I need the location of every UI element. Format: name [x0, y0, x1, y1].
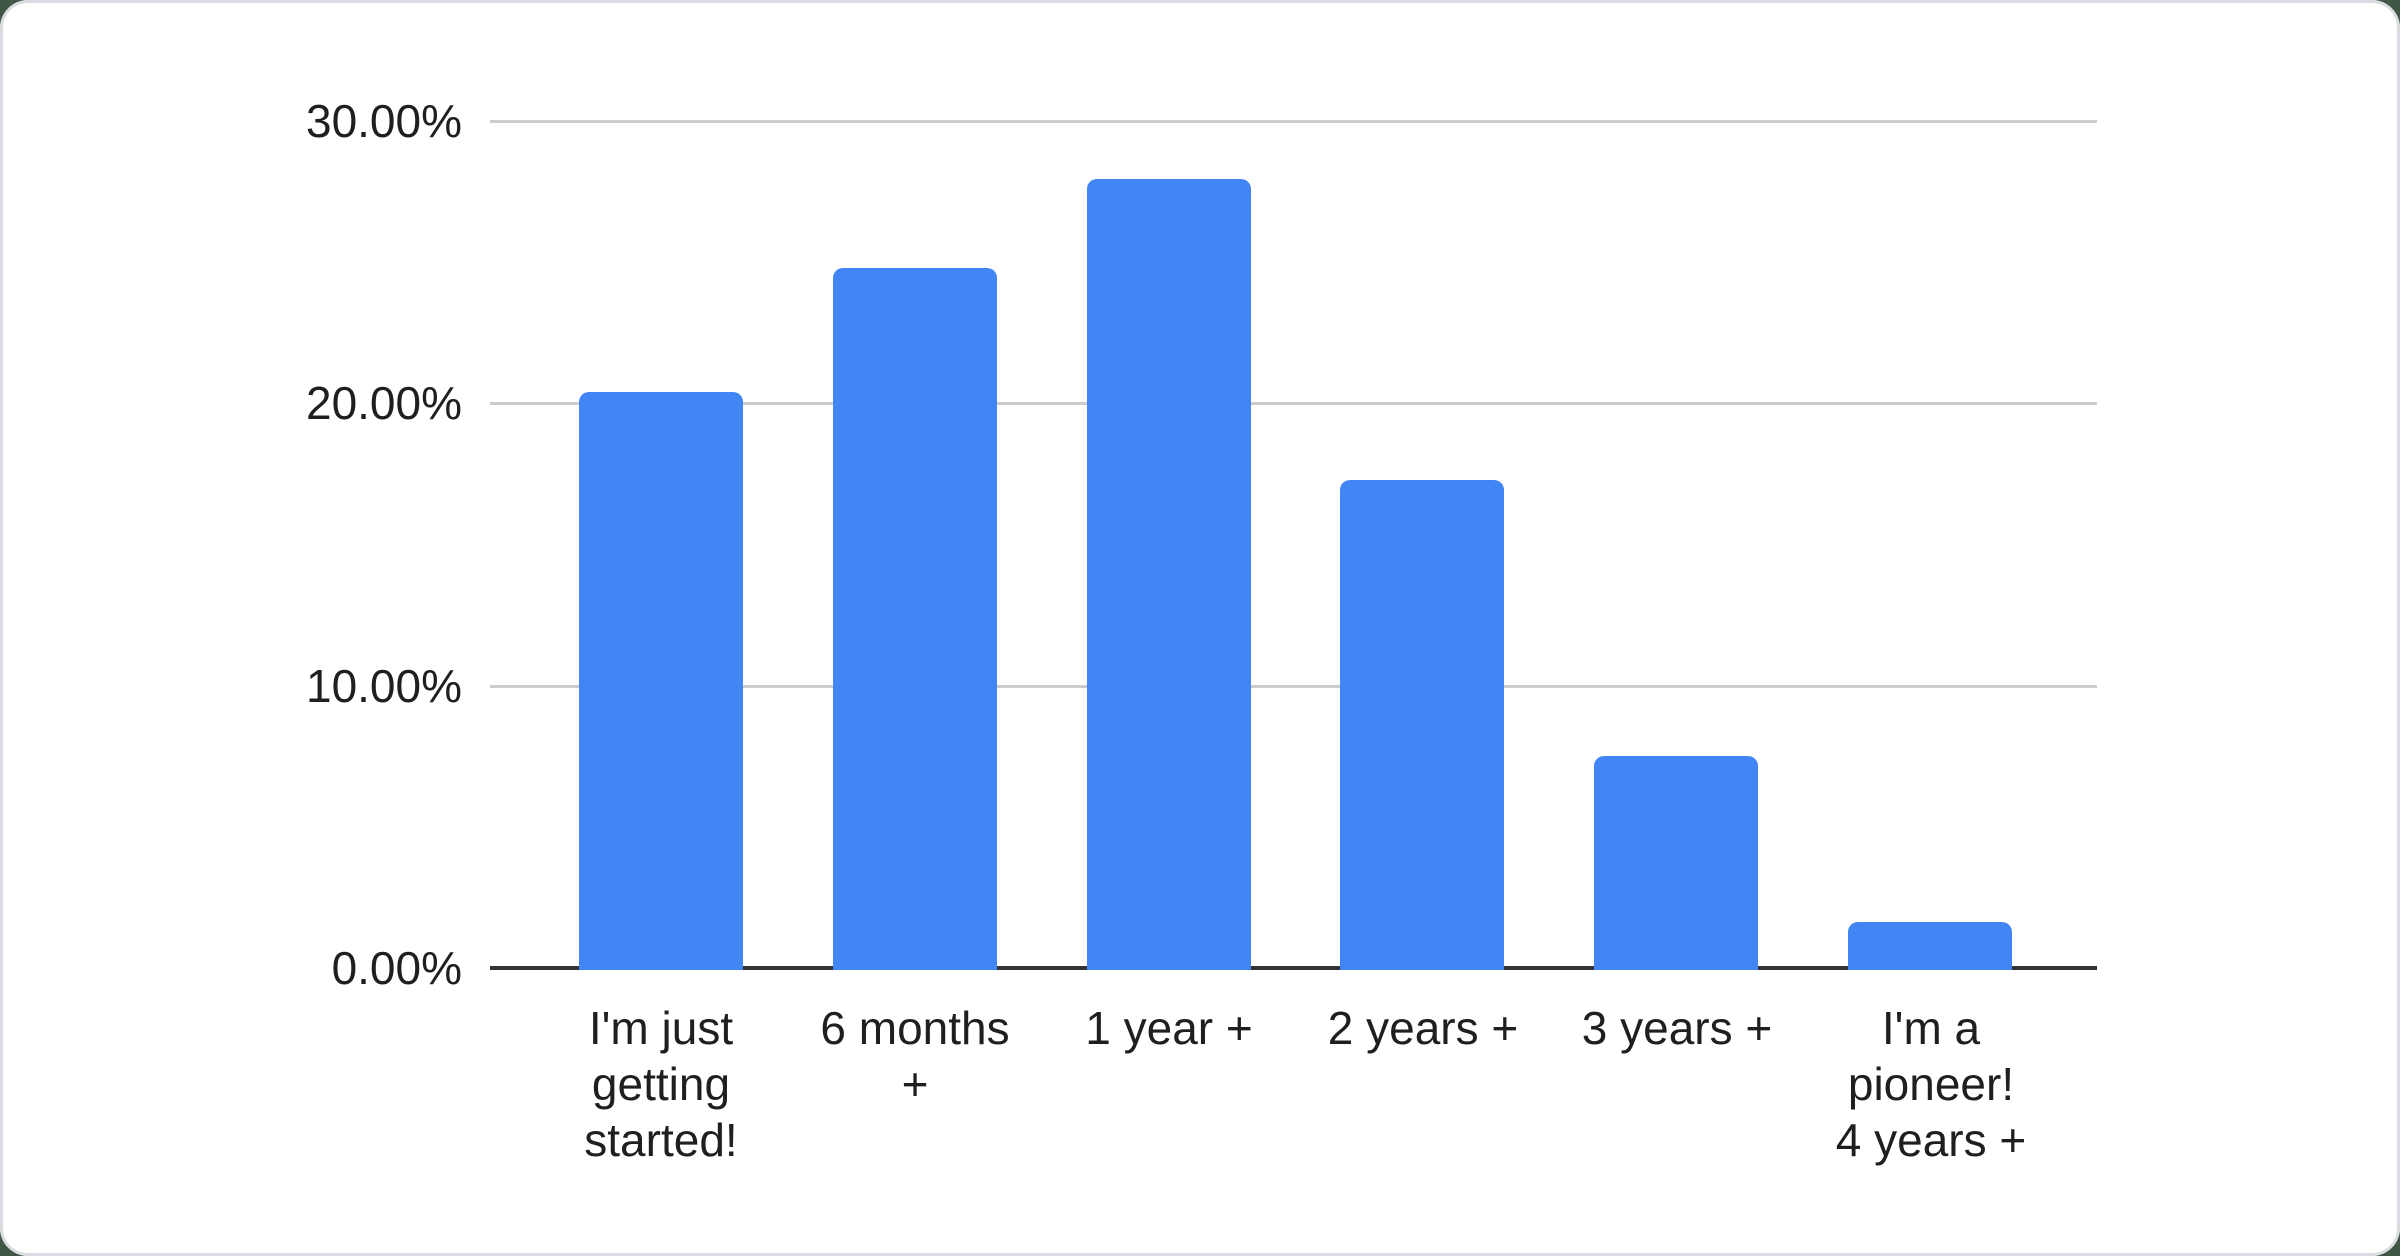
gridline [490, 402, 2097, 406]
y-axis-tick-label: 0.00% [331, 942, 462, 994]
chart-column [534, 121, 788, 970]
x-axis-label-slot: 6 months + [788, 1000, 1042, 1168]
y-axis-tick-label: 20.00% [305, 377, 462, 430]
bar-3[interactable] [1340, 479, 1505, 970]
gridline [490, 120, 2097, 123]
chart-column [1549, 121, 1803, 970]
y-axis-tick-label: 10.00% [305, 659, 462, 712]
chart-column [1803, 121, 2057, 970]
x-axis-category-label: 2 years + [1327, 1002, 1519, 1054]
x-axis-category-label: 1 year + [1085, 1002, 1253, 1054]
bar-1[interactable] [832, 267, 997, 970]
x-axis-category-label: 3 years + [1581, 1002, 1773, 1054]
bar-5[interactable] [1848, 921, 2013, 970]
chart-column [1295, 121, 1549, 970]
x-axis-baseline [490, 966, 2097, 970]
x-axis: I'm just getting started! 6 months + 1 yea… [534, 1000, 2058, 1168]
bar-chart-plot-area [490, 120, 2097, 970]
x-axis-label-slot: I'm a pioneer! 4 years + [1804, 1000, 2058, 1168]
columns-container [534, 121, 2057, 970]
x-axis-label-slot: 3 years + [1550, 1000, 1804, 1168]
x-axis-label-slot: 2 years + [1296, 1000, 1550, 1168]
bar-4[interactable] [1594, 756, 1759, 970]
x-axis-category-label: I'm just getting started! [584, 1002, 738, 1166]
x-axis-category-label: I'm a pioneer! 4 years + [1835, 1002, 2027, 1166]
chart-column [1042, 121, 1296, 970]
chart-column [788, 121, 1042, 970]
x-axis-label-slot: I'm just getting started! [534, 1000, 788, 1168]
bar-0[interactable] [578, 391, 743, 970]
bar-2[interactable] [1086, 178, 1251, 970]
x-axis-label-slot: 1 year + [1042, 1000, 1296, 1168]
x-axis-category-label: 6 months + [820, 1002, 1010, 1110]
y-axis: 30.00% 20.00% 10.00% 0.00% [0, 95, 462, 994]
y-axis-tick-label: 30.00% [305, 95, 462, 147]
gridline [490, 684, 2097, 688]
